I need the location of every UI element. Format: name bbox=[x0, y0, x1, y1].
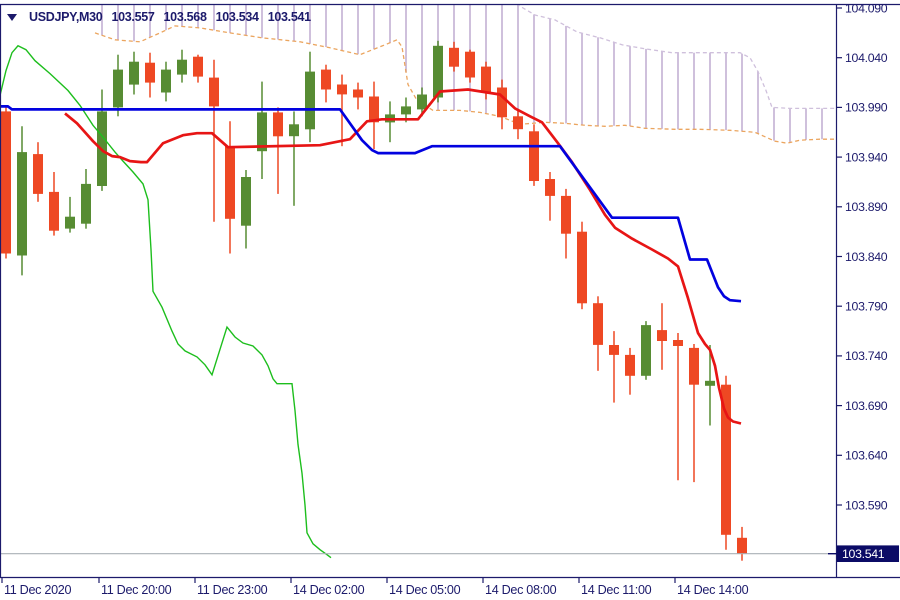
time-label: 14 Dec 11:00 bbox=[581, 583, 652, 597]
candle-body bbox=[545, 179, 555, 196]
time-label: 14 Dec 14:00 bbox=[677, 583, 749, 597]
price-label: 103.640 bbox=[845, 449, 888, 463]
candle-body bbox=[737, 537, 747, 554]
time-label: 11 Dec 23:00 bbox=[197, 583, 268, 597]
current-price-tag: 103.541 bbox=[828, 545, 899, 562]
candle-body bbox=[673, 340, 683, 346]
candle-body bbox=[641, 325, 651, 376]
candle-body bbox=[321, 69, 331, 90]
candle-body bbox=[497, 87, 507, 118]
candle-body bbox=[369, 96, 379, 123]
candle-body bbox=[257, 112, 267, 152]
symbol-marker-icon bbox=[7, 13, 17, 21]
time-label: 14 Dec 08:00 bbox=[485, 583, 557, 597]
price-label: 103.940 bbox=[845, 150, 888, 164]
candle-body bbox=[273, 112, 283, 137]
candle-body bbox=[657, 330, 667, 341]
candle-body bbox=[289, 124, 299, 137]
candle-body bbox=[49, 191, 59, 231]
time-label: 14 Dec 02:00 bbox=[293, 583, 365, 597]
price-label: 103.690 bbox=[845, 399, 888, 413]
candle-body bbox=[449, 47, 459, 67]
price-label: 104.090 bbox=[845, 1, 888, 15]
candles bbox=[1, 40, 747, 561]
candle-body bbox=[193, 56, 203, 77]
candle-body bbox=[81, 183, 91, 224]
candle-body bbox=[145, 62, 155, 83]
price-label: 103.840 bbox=[845, 250, 888, 264]
candle-body bbox=[417, 94, 427, 110]
symbol-label: USDJPY,M30 bbox=[29, 10, 103, 24]
candle-body bbox=[513, 116, 523, 130]
candle-body bbox=[401, 106, 411, 115]
candle-body bbox=[225, 146, 235, 219]
candle-body bbox=[465, 51, 475, 78]
time-axis[interactable]: 11 Dec 2020 11 Dec 20:00 11 Dec 23:00 14 De… bbox=[1, 578, 749, 597]
candle-body bbox=[433, 45, 443, 98]
candle-body bbox=[561, 195, 571, 234]
candle-body bbox=[337, 84, 347, 95]
price-label: 104.040 bbox=[845, 51, 888, 65]
candle-body bbox=[721, 384, 731, 535]
candle-body bbox=[1, 111, 11, 254]
price-label: 103.590 bbox=[845, 498, 888, 512]
quote-close: 103.541 bbox=[267, 10, 311, 24]
price-label: 103.740 bbox=[845, 349, 888, 363]
price-label: 103.790 bbox=[845, 300, 888, 314]
candle-body bbox=[353, 89, 363, 98]
price-label: 103.990 bbox=[845, 101, 888, 115]
time-label: 11 Dec 2020 bbox=[4, 583, 71, 597]
candle-body bbox=[129, 61, 139, 85]
candle-body bbox=[305, 71, 315, 130]
candle-body bbox=[177, 59, 187, 75]
kijun-sen-line bbox=[0, 105, 742, 303]
time-label: 14 Dec 05:00 bbox=[389, 583, 461, 597]
candle-body bbox=[705, 380, 715, 386]
green-ma-line bbox=[0, 44, 332, 559]
quote-high: 103.568 bbox=[163, 10, 207, 24]
current-price-label: 103.541 bbox=[842, 547, 885, 561]
candle-body bbox=[529, 131, 539, 181]
tenkan-sen-line bbox=[64, 88, 742, 425]
candle-body bbox=[481, 66, 491, 93]
candle-body bbox=[577, 231, 587, 304]
price-axis[interactable]: 104.090 104.040 103.990 103.940 103.890 103.8… bbox=[836, 1, 888, 512]
candle-body bbox=[161, 69, 171, 93]
candle-body bbox=[689, 347, 699, 385]
quote-open: 103.557 bbox=[111, 10, 155, 24]
candle-body bbox=[65, 216, 75, 229]
chart-header: USDJPY,M30 103.557 103.568 103.534 103.5… bbox=[7, 10, 311, 24]
price-label: 103.890 bbox=[845, 200, 888, 214]
candle-body bbox=[113, 69, 123, 108]
candle-body bbox=[241, 177, 251, 226]
candle-body bbox=[609, 345, 619, 355]
time-label: 11 Dec 20:00 bbox=[101, 583, 172, 597]
senkou-span-b-line bbox=[517, 5, 835, 110]
candle-body bbox=[17, 152, 27, 256]
candle-body bbox=[33, 154, 43, 194]
quote-low: 103.534 bbox=[215, 10, 259, 24]
candle-body bbox=[209, 77, 219, 107]
candle-body bbox=[625, 354, 635, 376]
senkou-span-a-line bbox=[94, 25, 835, 144]
candle-body bbox=[593, 303, 603, 345]
